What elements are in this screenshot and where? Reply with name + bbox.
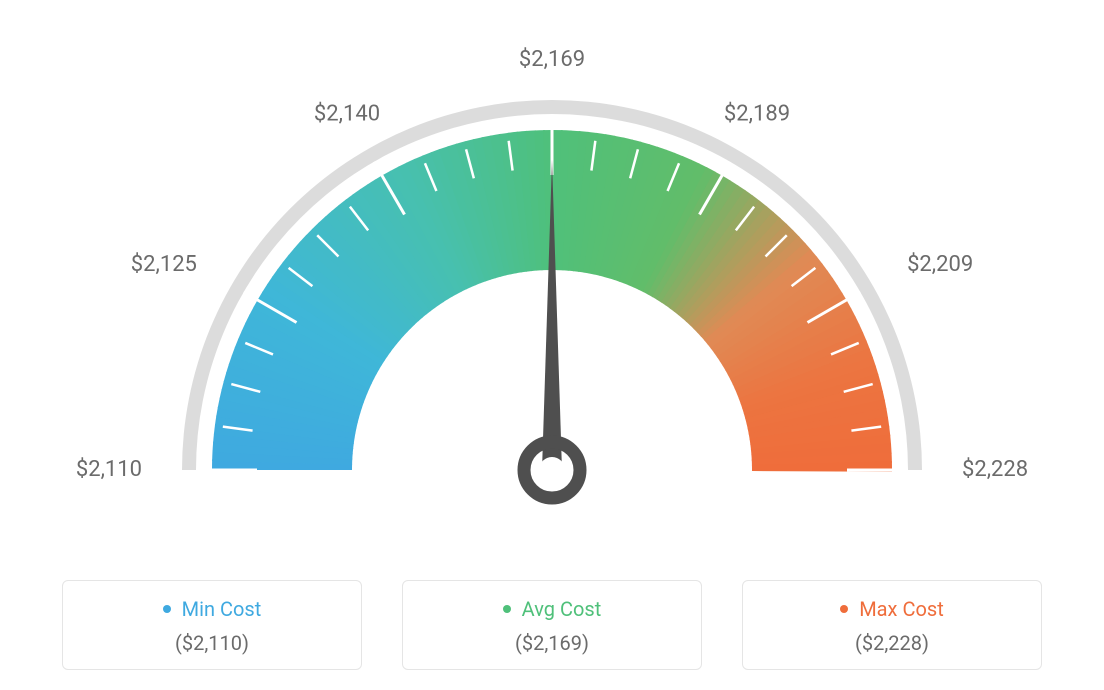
gauge-tick-label: $2,110 xyxy=(76,457,142,482)
legend-row: Min Cost ($2,110) Avg Cost ($2,169) Max … xyxy=(0,580,1104,670)
gauge-tick-label: $2,125 xyxy=(131,252,197,277)
gauge-tick-label: $2,209 xyxy=(907,252,973,277)
legend-dot-min xyxy=(163,605,171,613)
legend-title-avg: Avg Cost xyxy=(413,597,691,621)
legend-label-avg: Avg Cost xyxy=(522,597,602,621)
gauge-tick-label: $2,140 xyxy=(314,102,380,127)
legend-value-max: ($2,228) xyxy=(753,631,1031,655)
gauge-svg: $2,110 $2,125 $2,140 $2,169 $2,189 $2,209 $2,2… xyxy=(0,0,1104,540)
gauge-chart: $2,110 $2,125 $2,140 $2,169 $2,189 $2,209 $2,2… xyxy=(0,0,1104,540)
legend-value-avg: ($2,169) xyxy=(413,631,691,655)
legend-dot-max xyxy=(840,605,848,613)
legend-title-max: Max Cost xyxy=(753,597,1031,621)
gauge-tick-label: $2,169 xyxy=(519,47,585,72)
gauge-tick-label: $2,189 xyxy=(724,102,790,127)
legend-card-avg: Avg Cost ($2,169) xyxy=(402,580,702,670)
gauge-tick-label: $2,228 xyxy=(962,457,1028,482)
legend-label-min: Min Cost xyxy=(182,597,262,621)
legend-title-min: Min Cost xyxy=(73,597,351,621)
legend-label-max: Max Cost xyxy=(859,597,944,621)
legend-value-min: ($2,110) xyxy=(73,631,351,655)
legend-dot-avg xyxy=(503,605,511,613)
legend-card-min: Min Cost ($2,110) xyxy=(62,580,362,670)
legend-card-max: Max Cost ($2,228) xyxy=(742,580,1042,670)
